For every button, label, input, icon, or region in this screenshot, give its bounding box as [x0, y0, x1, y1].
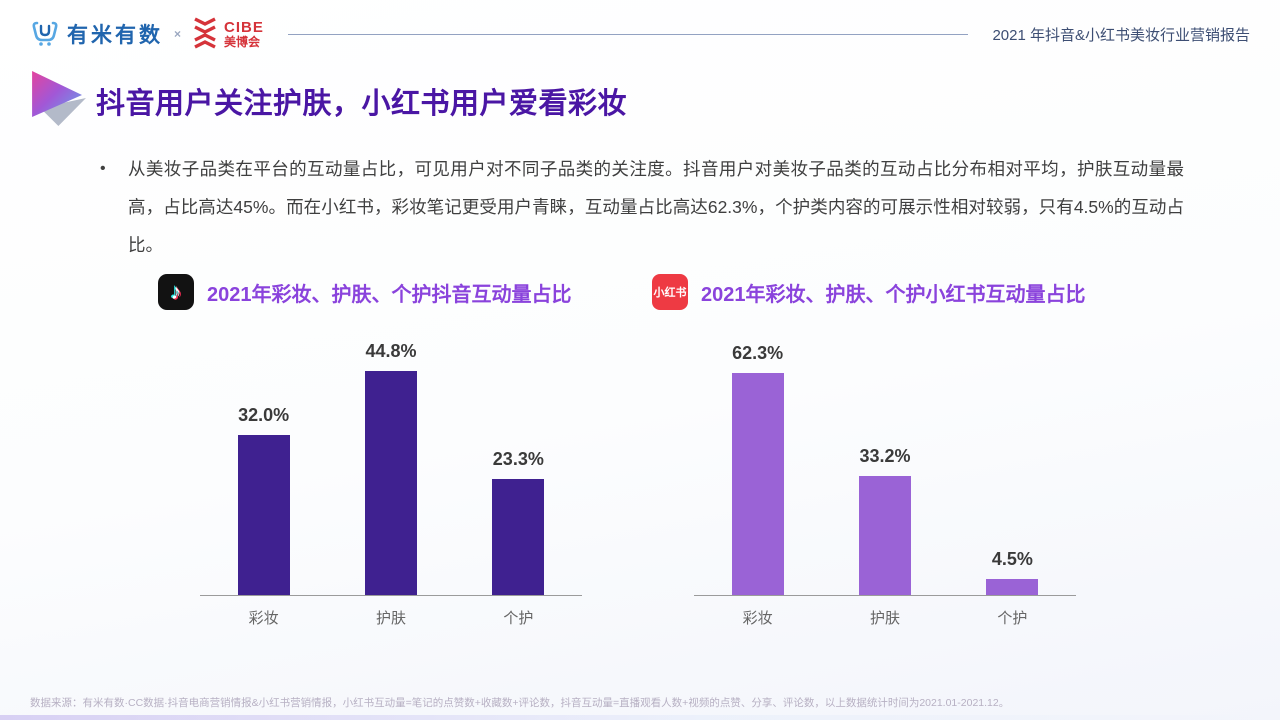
bullet-marker: • [100, 160, 106, 177]
bar-护肤 [859, 476, 911, 595]
bar-value-label: 23.3% [492, 448, 544, 469]
category-label: 护肤 [869, 610, 900, 627]
chart-title: 2021年彩妆、护肤、个护抖音互动量占比 [207, 283, 572, 306]
bottom-gradient-strip [0, 715, 1280, 720]
bar-value-label: 32.0% [238, 405, 290, 425]
bar-护肤 [365, 371, 417, 595]
douyin-chart-header: ♪ 2021年彩妆、护肤、个护抖音互动量占比 [158, 272, 638, 312]
category-label: 护肤 [375, 610, 406, 627]
bar-彩妆 [237, 435, 290, 595]
page-header: 有米有数 × CIBE 美博会 2021 年抖音&小红书美妆行业营销报告 [0, 0, 1280, 58]
category-label: 彩妆 [248, 610, 279, 627]
category-label: 个护 [997, 610, 1028, 627]
category-label: 个护 [503, 610, 534, 627]
xiaohongshu-chart-header: 小红书 2021年彩妆、护肤、个护小红书互动量占比 [652, 272, 1132, 312]
music-note-glyph: ♪ [170, 279, 182, 304]
bar-个护 [492, 478, 545, 595]
cibe-zigzag-icon [192, 15, 218, 54]
youmi-logo: 有米有数 [30, 17, 163, 52]
header-divider [287, 33, 969, 35]
youmi-cart-icon [30, 17, 60, 52]
play-triangle-icon [26, 68, 86, 128]
page-title: 抖音用户关注护肤，小红书用户爱看彩妆 [96, 88, 628, 120]
bar-value-label: 62.3% [732, 342, 784, 363]
xiaohongshu-icon: 小红书 [652, 274, 688, 310]
plot-area: 62.3% 33.2% 4.5% [694, 330, 1076, 596]
cibe-logo: CIBE 美博会 [192, 15, 264, 54]
category-label: 彩妆 [742, 610, 773, 627]
xiaohongshu-icon-label: 小红书 [653, 287, 687, 299]
bar-value-label: 33.2% [859, 446, 911, 467]
bar-彩妆 [731, 372, 784, 595]
bar-value-label: 4.5% [991, 548, 1033, 569]
report-title: 2021 年抖音&小红书美妆行业营销报告 [992, 26, 1250, 44]
data-source-note: 数据来源：有米有数·CC数据·抖音电商营销情报&小红书营销情报，小红书互动量=笔… [30, 697, 1010, 709]
logo-separator: × [174, 27, 182, 41]
douyin-chart: ♪ 2021年彩妆、护肤、个护抖音互动量占比 32.0% 44.8% 23.3% 彩… [158, 272, 638, 630]
xiaohongshu-chart: 小红书 2021年彩妆、护肤、个护小红书互动量占比 62.3% 33.2% 4.5%… [652, 272, 1132, 630]
douyin-icon: ♪ [158, 274, 194, 310]
cibe-logo-text: CIBE 美博会 [224, 18, 264, 49]
category-labels: 彩妆 护肤 个护 [694, 596, 1076, 630]
bar-value-label: 44.8% [365, 341, 417, 361]
summary-paragraph: 从美妆子品类在平台的互动量占比，可见用户对不同子品类的关注度。抖音用户对美妆子品… [128, 159, 1184, 255]
category-labels: 彩妆 护肤 个护 [200, 596, 582, 630]
summary-block: • 从美妆子品类在平台的互动量占比，可见用户对不同子品类的关注度。抖音用户对美妆… [100, 150, 1184, 264]
bar-个护 [986, 578, 1039, 595]
youmi-logo-text: 有米有数 [67, 24, 163, 47]
chart-title: 2021年彩妆、护肤、个护小红书互动量占比 [701, 283, 1086, 306]
plot-area: 32.0% 44.8% 23.3% [200, 330, 582, 596]
